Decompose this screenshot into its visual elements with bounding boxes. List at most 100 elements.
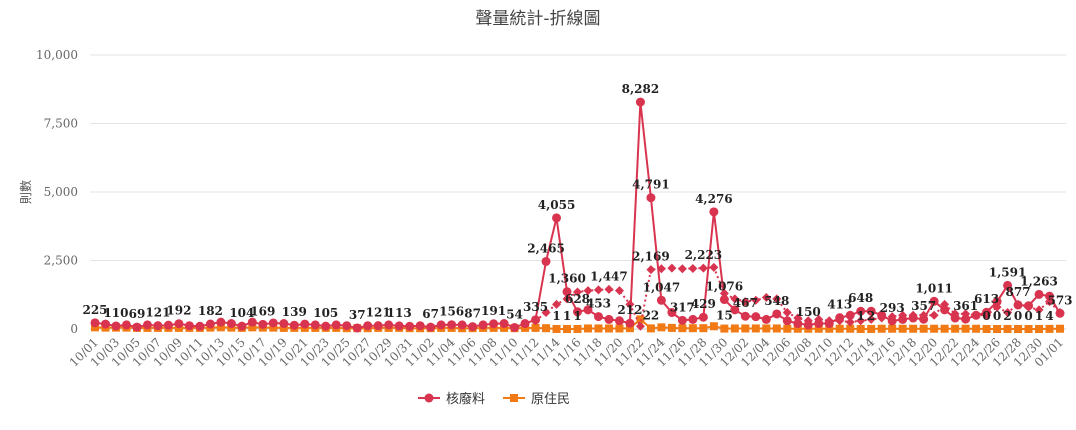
- point: [982, 307, 992, 317]
- point: [300, 319, 310, 329]
- point: [562, 287, 572, 297]
- data-label: 69: [129, 307, 146, 321]
- point: [866, 306, 876, 316]
- point: [740, 311, 750, 321]
- point: [1003, 308, 1013, 318]
- point: [593, 312, 603, 322]
- point: [121, 320, 131, 330]
- data-label: 0: [982, 309, 990, 323]
- point: [835, 324, 844, 333]
- data-label: 22: [643, 308, 660, 322]
- point: [415, 321, 425, 331]
- point: [531, 323, 540, 332]
- data-label: 0: [1014, 309, 1022, 323]
- point: [688, 263, 698, 273]
- data-label: 2,169: [632, 250, 670, 264]
- point: [604, 314, 614, 324]
- y-tick-label: 7,500: [44, 117, 78, 131]
- point: [751, 295, 761, 305]
- point: [1013, 300, 1023, 310]
- point: [426, 322, 436, 332]
- point: [698, 312, 708, 322]
- point: [940, 305, 950, 315]
- point: [814, 319, 824, 329]
- data-label: 467: [733, 296, 758, 310]
- data-label: 1,447: [590, 269, 628, 283]
- point: [478, 320, 488, 330]
- data-label: 293: [880, 301, 905, 315]
- point: [950, 313, 960, 323]
- chart-title: 聲量統計-折線圖: [475, 9, 600, 29]
- point: [615, 324, 624, 333]
- point: [772, 294, 782, 304]
- point: [677, 315, 687, 325]
- data-label: 2,465: [527, 241, 565, 255]
- point: [142, 320, 152, 330]
- data-label: 1,591: [989, 265, 1027, 279]
- point: [625, 318, 635, 328]
- data-label: 225: [82, 303, 107, 317]
- data-label: 113: [387, 306, 412, 320]
- y-tick-label: 0: [70, 322, 78, 336]
- point: [888, 324, 897, 333]
- point: [563, 324, 572, 333]
- point: [216, 323, 225, 332]
- point: [898, 314, 908, 324]
- point: [667, 308, 677, 318]
- point: [614, 316, 624, 326]
- point: [961, 314, 971, 324]
- legend-label: 原住民: [531, 392, 570, 407]
- point: [269, 323, 278, 332]
- point: [919, 324, 928, 333]
- point: [824, 319, 834, 329]
- point: [667, 323, 676, 332]
- point: [635, 97, 645, 107]
- point: [835, 313, 845, 323]
- y-axis-label: 則數: [19, 180, 33, 204]
- point: [720, 324, 729, 333]
- point: [677, 264, 687, 274]
- point: [216, 317, 226, 327]
- point: [1003, 280, 1013, 290]
- point: [111, 321, 121, 331]
- point: [751, 324, 760, 333]
- data-label: 317: [670, 300, 695, 314]
- point: [363, 321, 373, 331]
- point: [384, 320, 394, 330]
- point: [184, 321, 194, 331]
- data-label: 182: [198, 304, 223, 318]
- data-label: 1: [552, 309, 560, 323]
- data-label: 573: [1047, 293, 1072, 307]
- point: [499, 319, 509, 329]
- data-label: 548: [764, 294, 789, 308]
- point: [783, 324, 792, 333]
- y-tick-label: 2,500: [44, 254, 78, 268]
- point: [709, 207, 719, 217]
- point: [846, 324, 855, 333]
- data-label: 613: [974, 292, 999, 306]
- point: [761, 314, 771, 324]
- point: [552, 213, 562, 223]
- point: [898, 324, 907, 333]
- point: [100, 319, 110, 329]
- point: [993, 325, 1002, 333]
- point: [614, 286, 624, 296]
- point: [468, 322, 478, 332]
- point: [867, 324, 876, 333]
- data-label: 105: [313, 306, 338, 320]
- point: [90, 318, 100, 328]
- point: [552, 299, 562, 309]
- point: [961, 324, 970, 333]
- point: [447, 320, 457, 330]
- data-label: 453: [586, 297, 611, 311]
- data-label: 2,223: [685, 248, 723, 262]
- point: [541, 256, 551, 266]
- data-label: 4: [1045, 309, 1053, 323]
- point: [573, 324, 582, 333]
- point: [1024, 325, 1033, 333]
- data-label: 628: [565, 292, 590, 306]
- point: [405, 321, 415, 331]
- point: [1024, 301, 1034, 311]
- point: [310, 320, 320, 330]
- point: [856, 316, 866, 326]
